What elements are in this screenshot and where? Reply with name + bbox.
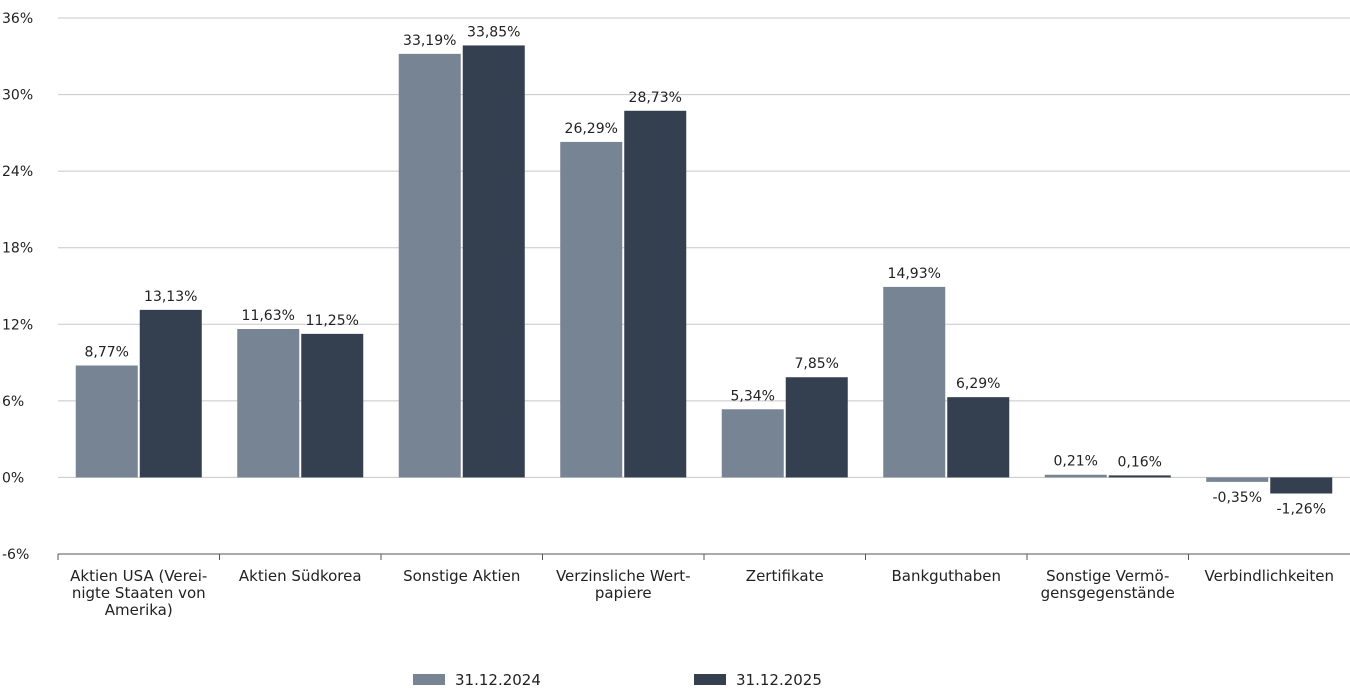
y-tick-label: 36% xyxy=(2,11,33,27)
bar-31.12.2025 xyxy=(624,110,687,478)
data-label: 28,73% xyxy=(629,90,682,106)
x-tick-label: Aktien Südkorea xyxy=(239,567,362,585)
x-tick-label: Amerika) xyxy=(105,601,173,619)
x-tick-label: Bankguthaben xyxy=(891,567,1001,585)
x-tick-label: Sonstige Vermö- xyxy=(1046,567,1169,585)
bars: 8,77% 13,13% 11,63% 11,25% 33,19% 33,85% 26,29… xyxy=(75,24,1333,518)
data-label: 33,85% xyxy=(467,24,520,40)
bar-31.12.2024 xyxy=(1044,474,1107,478)
x-tick-label: nigte Staaten von xyxy=(72,584,206,602)
legend-label: 31.12.2025 xyxy=(736,671,822,689)
bar-31.12.2025 xyxy=(947,397,1010,478)
data-label: 33,19% xyxy=(403,33,456,49)
y-tick-label: 12% xyxy=(2,317,33,333)
y-tick-label: -6% xyxy=(2,547,29,563)
data-label: 14,93% xyxy=(888,266,941,282)
bar-31.12.2025 xyxy=(1108,475,1171,478)
bar-31.12.2025 xyxy=(139,309,202,478)
y-tick-label: 0% xyxy=(2,470,24,486)
data-label: 13,13% xyxy=(144,289,197,305)
data-label: 0,21% xyxy=(1054,454,1098,470)
bar-31.12.2025 xyxy=(462,45,525,478)
x-tick-label: Sonstige Aktien xyxy=(403,567,520,585)
data-label: -1,26% xyxy=(1276,502,1326,518)
bar-31.12.2024 xyxy=(398,53,461,478)
legend-swatch xyxy=(694,674,726,685)
x-tick-label: Verzinsliche Wert- xyxy=(556,567,691,585)
data-label: 8,77% xyxy=(85,345,129,361)
data-label: 26,29% xyxy=(565,121,618,137)
bar-31.12.2024 xyxy=(237,329,300,478)
x-tick-label: Aktien USA (Verei- xyxy=(70,567,207,585)
bar-31.12.2025 xyxy=(1270,477,1333,494)
data-label: 7,85% xyxy=(795,356,839,372)
bar-31.12.2024 xyxy=(1206,477,1269,482)
x-tick-label: Zertifikate xyxy=(746,567,824,585)
x-axis: Aktien USA (Verei-nigte Staaten vonAmeri… xyxy=(57,553,1350,619)
data-label: 11,25% xyxy=(306,313,359,329)
y-tick-label: 24% xyxy=(2,164,33,180)
data-label: 6,29% xyxy=(956,376,1000,392)
legend-label: 31.12.2024 xyxy=(455,671,541,689)
y-axis: -6% 0% 6% 12% 18% 24% 30% 36% xyxy=(2,11,33,563)
bar-31.12.2024 xyxy=(721,409,784,478)
y-tick-label: 18% xyxy=(2,241,33,257)
x-tick-label: papiere xyxy=(595,584,652,602)
legend: 31.12.2024 31.12.2025 xyxy=(413,671,822,689)
x-tick-label: Verbindlichkeiten xyxy=(1205,567,1334,585)
bar-31.12.2025 xyxy=(785,377,848,478)
bar-31.12.2024 xyxy=(560,141,623,478)
data-label: 0,16% xyxy=(1118,454,1162,470)
x-tick-label: gensgegenstände xyxy=(1041,584,1175,602)
bar-31.12.2024 xyxy=(75,365,138,478)
y-tick-label: 6% xyxy=(2,394,24,410)
y-tick-label: 30% xyxy=(2,88,33,104)
data-label: -0,35% xyxy=(1212,490,1262,506)
legend-swatch xyxy=(413,674,445,685)
bar-31.12.2025 xyxy=(301,333,364,478)
data-label: 5,34% xyxy=(731,388,775,404)
data-label: 11,63% xyxy=(242,308,295,324)
bar-31.12.2024 xyxy=(883,286,946,478)
